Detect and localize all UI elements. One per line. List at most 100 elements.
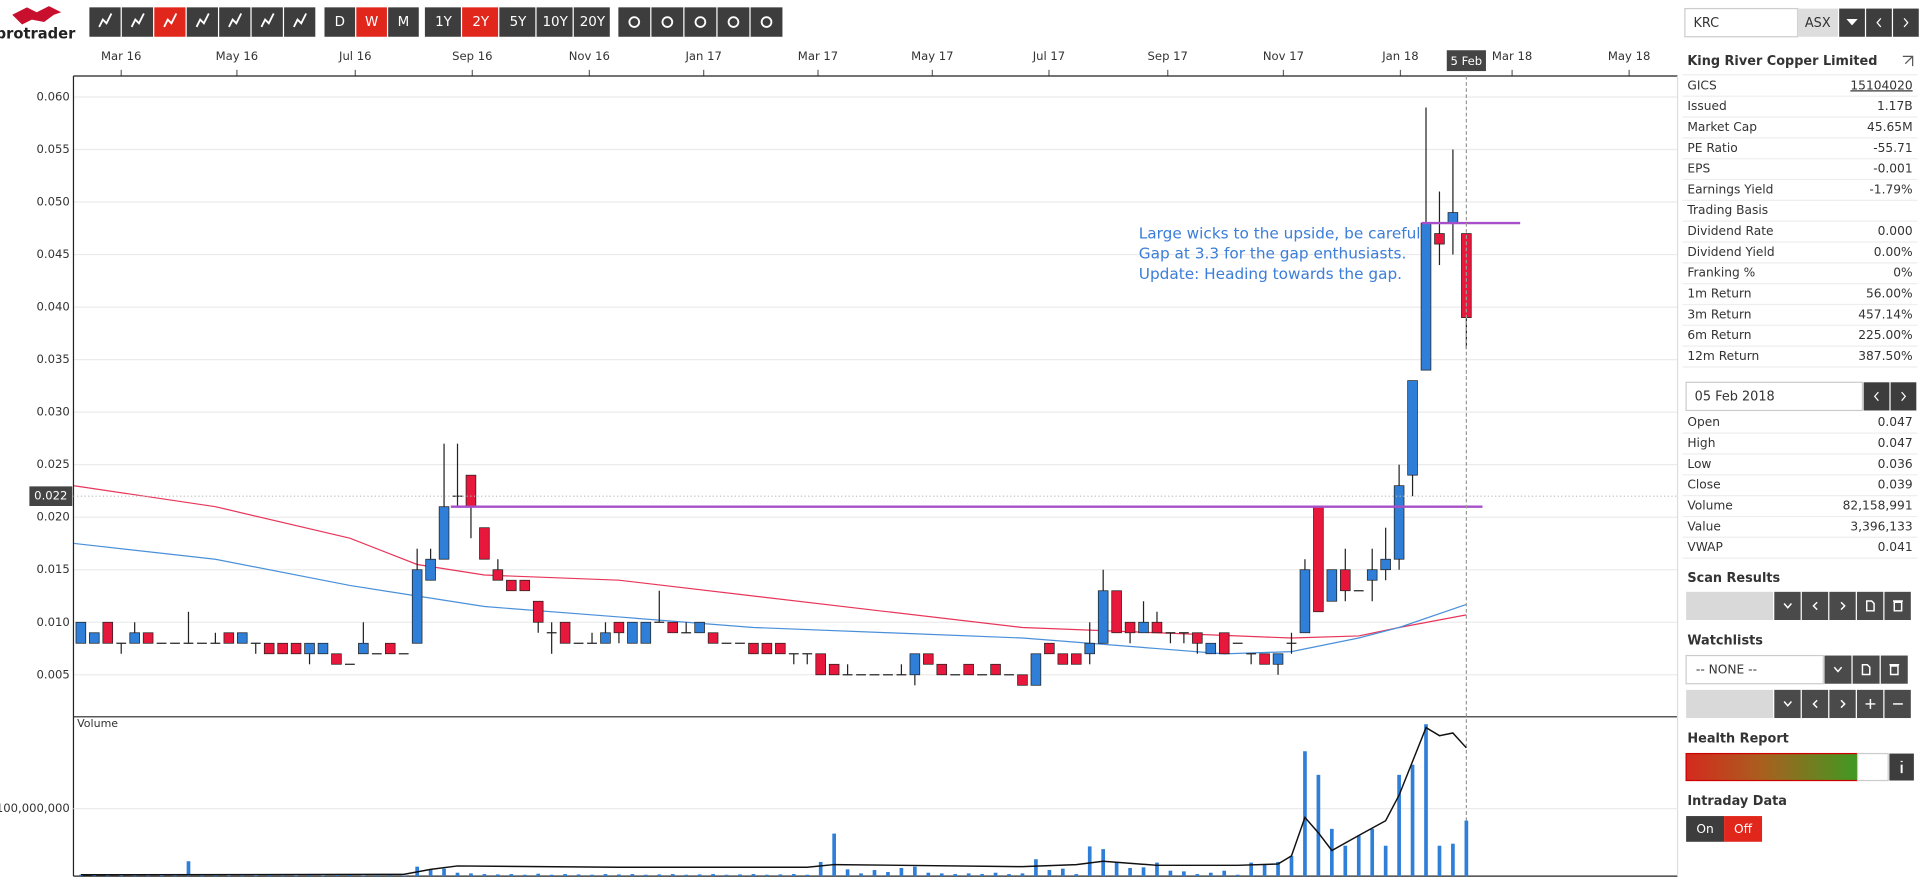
interval-button[interactable] (388, 7, 419, 37)
row-value: 0% (1893, 266, 1912, 280)
section-header: Health Report (1687, 731, 1788, 746)
range-button[interactable] (462, 7, 499, 37)
control-button[interactable] (1801, 591, 1829, 621)
date-nav-button[interactable] (1890, 382, 1917, 411)
volume-bar (307, 874, 312, 877)
health-bar-empty (1856, 752, 1889, 782)
interval-button[interactable] (324, 7, 356, 37)
candle-body (452, 495, 463, 497)
volume-bar (253, 875, 258, 877)
candle-body (1165, 632, 1176, 634)
volume-bar (442, 868, 446, 877)
row-value: 82,158,991 (1843, 499, 1913, 513)
action-button[interactable] (618, 7, 651, 37)
volume-bar (226, 875, 231, 877)
interval-label: W (365, 14, 378, 30)
control-button[interactable] (1884, 591, 1911, 621)
volume-bar (1262, 863, 1267, 877)
range-button[interactable] (536, 7, 573, 37)
moving-average (73, 485, 1467, 639)
interval-button[interactable] (356, 7, 387, 37)
row-value: 0.00% (1874, 245, 1913, 259)
candle-body (438, 506, 450, 560)
intraday-button[interactable] (1686, 816, 1725, 842)
row-label: Market Cap (1687, 120, 1757, 134)
candle-body (950, 674, 961, 676)
date-nav-button[interactable] (1863, 382, 1890, 411)
candle-body (1044, 642, 1055, 655)
control-button[interactable] (1801, 689, 1829, 719)
candle-body (640, 621, 652, 644)
volume-bar (805, 874, 810, 877)
row-value: -1.79% (1869, 182, 1912, 196)
candle-body (1057, 653, 1069, 665)
range-label: 20Y (580, 14, 606, 30)
action-button[interactable] (684, 7, 717, 37)
candle-body (963, 663, 974, 676)
candle-body (909, 653, 921, 676)
nav-icon (1873, 391, 1879, 402)
volume-bar (765, 874, 769, 877)
volume-bar (240, 875, 245, 877)
action-button[interactable] (750, 7, 783, 37)
action-button[interactable] (651, 7, 684, 37)
tool-icon (260, 13, 275, 28)
candle-body (1084, 642, 1095, 655)
candle-body (1286, 642, 1297, 644)
select-box[interactable] (1686, 591, 1774, 621)
control-button[interactable] (1774, 591, 1801, 621)
volume-bar (455, 872, 460, 877)
candle-body (1259, 653, 1270, 665)
control-button[interactable] (1880, 655, 1908, 684)
control-button[interactable] (1856, 591, 1884, 621)
symbol-nav-button[interactable] (1866, 8, 1892, 37)
volume-average (80, 726, 1467, 876)
row-label: Value (1687, 519, 1721, 533)
control-button[interactable] (1824, 655, 1852, 684)
x-tick-label: Jul 17 (1032, 49, 1066, 63)
volume-bar (563, 874, 567, 877)
candle-body (1340, 569, 1351, 592)
volume-bar (926, 872, 931, 877)
date-input[interactable] (1685, 381, 1864, 412)
candle-body (842, 674, 853, 676)
candle-body (156, 642, 167, 644)
candle-body (1205, 642, 1217, 655)
row-label: Dividend Yield (1687, 245, 1774, 259)
candle-body (1218, 632, 1230, 655)
range-button[interactable] (499, 7, 536, 37)
symbol-nav-button[interactable] (1893, 8, 1919, 37)
watchlist-select[interactable] (1685, 654, 1824, 685)
x-tick-label: Jul 16 (338, 49, 372, 63)
volume-bar (92, 875, 97, 877)
volume-bar (374, 875, 379, 877)
external-link-icon[interactable] (1902, 55, 1914, 67)
price-marker-box (29, 486, 73, 506)
candle-body (721, 642, 732, 644)
candle-body (1393, 485, 1405, 560)
intraday-button[interactable] (1724, 816, 1763, 842)
logo: protrader (0, 6, 76, 42)
volume-bar (1276, 861, 1280, 877)
symbol-input[interactable] (1684, 7, 1799, 38)
control-button[interactable] (1829, 591, 1856, 621)
volume-bar (1060, 868, 1065, 877)
candle-body (1447, 212, 1459, 224)
range-button[interactable] (424, 7, 461, 37)
volume-bar (321, 875, 325, 877)
nav-icon (1876, 17, 1882, 28)
control-button[interactable] (1852, 655, 1880, 684)
control-button[interactable] (1829, 689, 1856, 719)
interval-label: M (398, 14, 410, 30)
action-button[interactable] (717, 7, 750, 37)
select-box[interactable] (1686, 689, 1774, 719)
action-icon (694, 16, 707, 28)
volume-bar (617, 874, 621, 877)
control-button[interactable] (1774, 689, 1801, 719)
candle-body (465, 474, 477, 508)
candle-body (1326, 569, 1338, 602)
tool-icon (130, 13, 145, 28)
range-button[interactable] (573, 7, 610, 37)
candle-body (263, 642, 275, 655)
volume-bar (1182, 871, 1186, 877)
